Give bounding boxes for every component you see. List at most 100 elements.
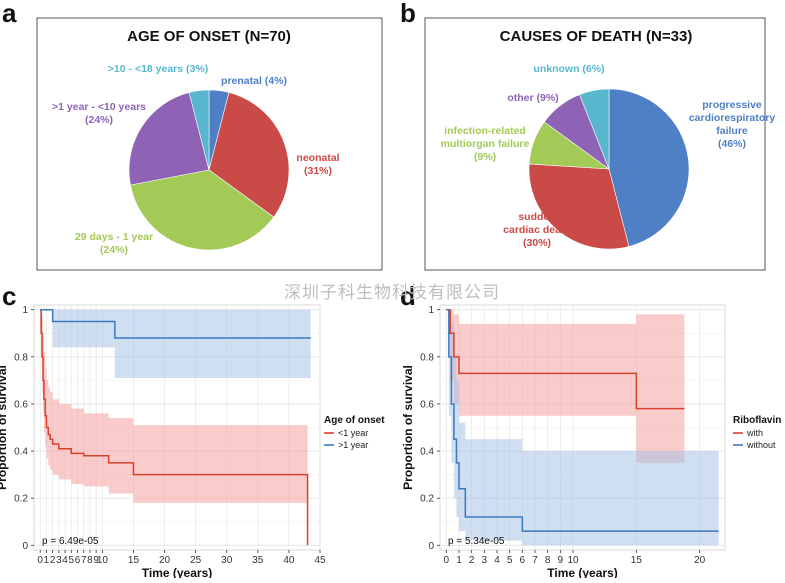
pie-b: progressive cardiorespiratory failure (46%)… bbox=[441, 63, 776, 250]
slice-label-line: >10 - <18 years (3%) bbox=[108, 63, 208, 75]
x-tick-label: 35 bbox=[252, 555, 264, 566]
y-axis-label: Proportion of survival bbox=[0, 365, 9, 490]
y-tick-label: 0 bbox=[22, 541, 28, 552]
legend-item: with bbox=[746, 428, 763, 438]
x-tick-label: 8 bbox=[87, 555, 93, 566]
x-tick-label: 25 bbox=[190, 555, 202, 566]
y-tick-label: 0.6 bbox=[14, 399, 28, 410]
slice-label: infection-related multiorgan failure (9%) bbox=[441, 125, 530, 163]
km-plot-c: 00.20.40.60.810 1 2 3 4 5 6 7 8 910 15 20 25 30 35 40 45… bbox=[0, 304, 385, 580]
legend-item: without bbox=[746, 440, 776, 450]
legend-item: >1 year bbox=[338, 440, 368, 450]
slice-label-line: prenatal (4%) bbox=[221, 75, 287, 87]
panel-label-c: c bbox=[2, 281, 16, 311]
survival-curve-1 bbox=[40, 308, 311, 339]
y-tick-label: 0.4 bbox=[420, 447, 434, 458]
y-tick-label: 1 bbox=[428, 305, 434, 316]
x-tick-label: 1 bbox=[456, 555, 462, 566]
slice-label: >10 - <18 years (3%) bbox=[108, 63, 208, 75]
p-value: p = 6.49e-05 bbox=[42, 536, 99, 547]
pie-slice bbox=[128, 92, 210, 186]
slice-label: >1 year - <10 years (24%) bbox=[52, 101, 146, 126]
x-axis-label: Time (years) bbox=[547, 566, 617, 578]
x-tick-label: 9 bbox=[93, 555, 99, 566]
y-tick-label: 0.8 bbox=[14, 352, 28, 363]
x-tick-label: 15 bbox=[128, 555, 140, 566]
x-tick-label: 5 bbox=[69, 555, 75, 566]
x-tick-label: 0 bbox=[37, 555, 43, 566]
panel-label-d: d bbox=[400, 281, 416, 311]
y-tick-label: 0.2 bbox=[14, 494, 28, 505]
pie-b-title: CAUSES OF DEATH (N=33) bbox=[500, 28, 693, 45]
slice-label-line: cardiorespiratory bbox=[689, 112, 776, 124]
x-tick-label: 5 bbox=[507, 555, 513, 566]
x-tick-label: 45 bbox=[314, 555, 326, 566]
slice-label-line: infection-related bbox=[444, 125, 526, 137]
slice-label-line: (30%) bbox=[523, 237, 551, 249]
x-tick-label: 10 bbox=[567, 555, 579, 566]
survival-curve-1 bbox=[446, 308, 719, 532]
slice-label-line: unknown (6%) bbox=[533, 63, 604, 75]
slice-label-line: (24%) bbox=[85, 114, 113, 126]
panel-label-b: b bbox=[400, 0, 416, 28]
legend-item: <1 year bbox=[338, 428, 368, 438]
slice-label: neonatal (31%) bbox=[296, 152, 339, 177]
x-tick-label: 20 bbox=[694, 555, 706, 566]
slice-label: other (9%) bbox=[507, 92, 558, 104]
x-tick-label: 4 bbox=[62, 555, 68, 566]
x-tick-label: 2 bbox=[50, 555, 56, 566]
x-tick-label: 9 bbox=[558, 555, 564, 566]
x-tick-label: 8 bbox=[545, 555, 551, 566]
slice-label-line: >1 year - <10 years bbox=[52, 101, 146, 113]
slice-label-line: neonatal bbox=[296, 152, 339, 164]
x-tick-label: 6 bbox=[75, 555, 81, 566]
pie-slice bbox=[608, 88, 690, 247]
legend-title: Riboflavin bbox=[733, 415, 781, 426]
x-tick-label: 3 bbox=[56, 555, 62, 566]
slice-label-line: sudden bbox=[518, 211, 555, 223]
x-tick-label: 7 bbox=[532, 555, 538, 566]
slice-label-line: (46%) bbox=[718, 138, 746, 150]
x-tick-label: 10 bbox=[97, 555, 109, 566]
y-tick-label: 0 bbox=[428, 541, 434, 552]
confidence-band-1 bbox=[446, 309, 719, 546]
x-tick-label: 4 bbox=[494, 555, 500, 566]
x-axis-label: Time (years) bbox=[142, 566, 212, 578]
confidence-band-0 bbox=[446, 309, 685, 463]
x-tick-label: 2 bbox=[469, 555, 475, 566]
y-tick-label: 1 bbox=[22, 305, 28, 316]
pie-slice bbox=[208, 92, 290, 218]
slice-label: 29 days - 1 year (24%) bbox=[75, 231, 153, 256]
slice-label: sudden cardiac death (30%) bbox=[503, 211, 571, 249]
x-tick-label: 6 bbox=[520, 555, 526, 566]
y-tick-label: 0.4 bbox=[14, 447, 28, 458]
y-tick-label: 0.2 bbox=[420, 494, 434, 505]
slice-label-line: other (9%) bbox=[507, 92, 558, 104]
slice-label-line: (9%) bbox=[474, 151, 496, 163]
confidence-band-1 bbox=[40, 309, 311, 379]
slice-label-line: (24%) bbox=[100, 244, 128, 256]
p-value: p = 5.34e-05 bbox=[448, 536, 505, 547]
pie-slice bbox=[528, 163, 630, 250]
pie-a: prenatal (4%) neonatal (31%) 29 days - 1 ye… bbox=[52, 63, 340, 256]
slice-label-line: multiorgan failure bbox=[441, 138, 530, 150]
slice-label: unknown (6%) bbox=[533, 63, 604, 75]
x-tick-label: 40 bbox=[283, 555, 295, 566]
pie-slice bbox=[130, 169, 275, 251]
x-tick-label: 15 bbox=[631, 555, 643, 566]
survival-curve-0 bbox=[40, 308, 309, 546]
y-axis-label: Proportion of survival bbox=[401, 365, 415, 490]
pie-slice bbox=[188, 89, 210, 171]
x-tick-label: 3 bbox=[482, 555, 488, 566]
pie-a-title: AGE OF ONSET (N=70) bbox=[127, 28, 291, 45]
survival-curve-0 bbox=[446, 308, 685, 410]
slice-label-line: (31%) bbox=[304, 165, 332, 177]
x-tick-label: 1 bbox=[44, 555, 50, 566]
slice-label-line: progressive bbox=[702, 99, 762, 111]
x-tick-label: 20 bbox=[159, 555, 171, 566]
slice-label-line: cardiac death bbox=[503, 224, 571, 236]
panel-label-a: a bbox=[2, 0, 17, 28]
x-tick-label: 7 bbox=[81, 555, 87, 566]
